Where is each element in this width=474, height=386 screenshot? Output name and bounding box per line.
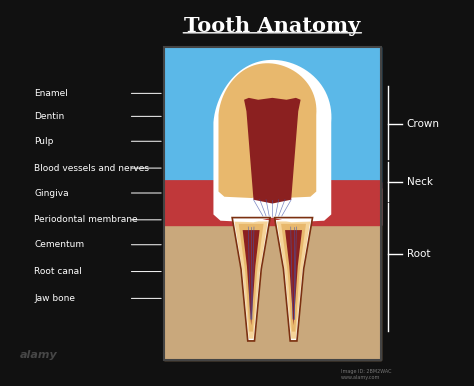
Text: Root canal: Root canal [35,267,82,276]
Bar [164,188,381,360]
Text: Blood vessels and nerves: Blood vessels and nerves [35,164,149,173]
Bar [164,47,381,225]
Text: Image ID: 2BM2WAC: Image ID: 2BM2WAC [341,369,391,374]
Polygon shape [234,221,269,339]
Polygon shape [243,230,260,325]
Text: Cementum: Cementum [35,240,84,249]
Polygon shape [244,98,301,203]
Bar [164,182,381,225]
Polygon shape [219,63,317,198]
Text: alamy: alamy [20,350,58,360]
Polygon shape [239,224,264,332]
Text: alamy: alamy [341,185,374,195]
Bar [164,47,381,360]
Text: Gingiva: Gingiva [35,188,69,198]
Polygon shape [276,221,311,339]
Text: Crown: Crown [407,119,440,129]
Text: alamy: alamy [228,185,261,195]
Text: Enamel: Enamel [35,89,68,98]
Text: Tooth Anatomy: Tooth Anatomy [184,16,360,36]
Polygon shape [164,180,381,207]
Polygon shape [213,60,331,222]
Text: Neck: Neck [407,176,433,186]
Text: Periodontal membrane: Periodontal membrane [35,215,138,224]
Text: Root: Root [407,249,430,259]
Text: Pulp: Pulp [35,137,54,146]
Polygon shape [281,224,306,332]
Text: www.alamy.com: www.alamy.com [341,375,380,380]
Polygon shape [285,230,302,325]
Text: Dentin: Dentin [35,112,64,121]
Text: Jaw bone: Jaw bone [35,294,75,303]
